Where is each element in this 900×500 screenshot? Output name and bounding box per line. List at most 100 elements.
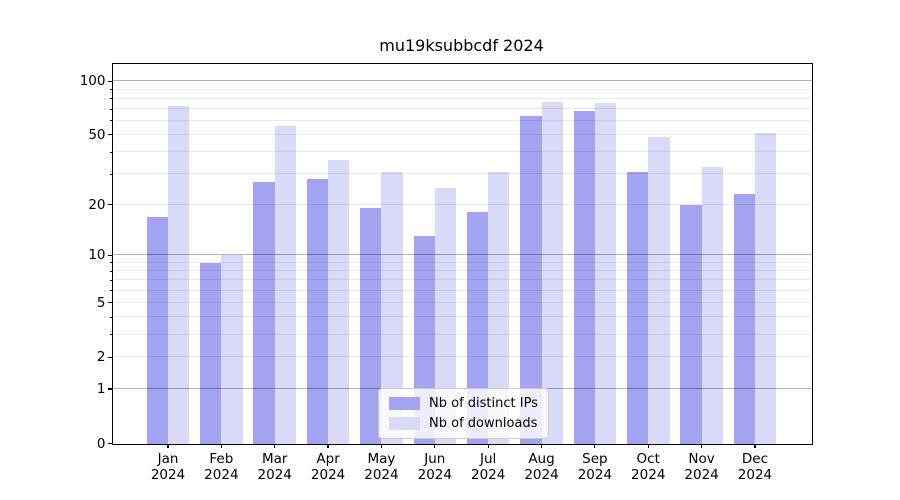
y-tick-5 (107, 302, 112, 304)
x-tick-dec (754, 443, 756, 448)
bar-feb-downloads (221, 255, 243, 444)
bar-sep-distinct-ips (573, 111, 595, 444)
x-tick-may (380, 443, 383, 448)
x-tick-jun (434, 443, 436, 448)
gridline-y-3 (113, 333, 812, 335)
x-axis-label-feb: Feb 2024 (204, 450, 239, 484)
gridline-y-100 (113, 80, 812, 82)
y-minortick-30 (109, 173, 112, 175)
bar-dec-downloads (754, 133, 777, 444)
x-axis-label-jan: Jan 2024 (150, 450, 186, 484)
y-tick-0 (107, 442, 112, 444)
y-minortick-40 (109, 151, 112, 153)
x-tick-mar (274, 443, 276, 448)
x-tick-aug (540, 443, 543, 448)
y-axis-label-50: 50 (88, 126, 106, 143)
y-minortick-70 (109, 108, 112, 110)
legend-label-ips: Nb of distinct IPs (429, 396, 538, 411)
y-minortick-8 (109, 270, 112, 272)
x-axis-label-apr: Apr 2024 (310, 450, 346, 484)
y-axis-label-1: 1 (96, 381, 106, 398)
y-minortick-9 (109, 262, 112, 264)
bar-dec-distinct-ips (733, 194, 755, 444)
gridline-y-80 (113, 97, 812, 99)
legend-item-downloads: Nb of downloads (389, 416, 538, 431)
y-tick-20 (107, 203, 112, 206)
y-tick-2 (107, 356, 112, 358)
x-axis-label-oct: Oct 2024 (631, 450, 666, 484)
bar-jun-downloads (434, 187, 457, 444)
x-tick-nov (701, 443, 703, 448)
bar-jul-downloads (488, 171, 510, 444)
gridline-y-70 (113, 108, 812, 110)
bar-feb-distinct-ips (200, 262, 222, 444)
gridline-y-5 (113, 301, 812, 303)
gridline-y-20 (113, 203, 812, 205)
gridline-y-9 (113, 261, 812, 263)
bar-may-distinct-ips (360, 208, 382, 444)
bar-nov-distinct-ips (680, 204, 702, 444)
bar-apr-distinct-ips (306, 179, 329, 444)
bar-aug-distinct-ips (520, 115, 542, 444)
y-axis-label-20: 20 (88, 196, 106, 213)
legend: Nb of distinct IPs Nb of downloads (378, 388, 549, 439)
gridline-y-2 (113, 356, 812, 358)
y-tick-1 (107, 388, 112, 390)
x-axis-label-sep: Sep 2024 (577, 450, 613, 484)
plot-area: Nb of distinct IPs Nb of downloads 0 1 2 5 1… (80, 63, 813, 483)
bar-aug-downloads (541, 101, 563, 444)
y-axis-label-0: 0 (96, 435, 106, 452)
y-tick-50 (107, 134, 112, 136)
bar-jul-distinct-ips (466, 212, 489, 444)
y-tick-100 (107, 80, 112, 82)
y-axis-label-100: 100 (79, 73, 106, 90)
gridline-y-40 (113, 151, 812, 153)
legend-item-distinct-ips: Nb of distinct IPs (389, 396, 538, 411)
legend-label-downloads: Nb of downloads (429, 416, 538, 431)
y-minortick-80 (109, 98, 112, 100)
gridline-y-10 (113, 254, 812, 256)
x-axis-label-mar: Mar 2024 (257, 450, 292, 484)
y-minortick-90 (109, 89, 112, 91)
x-tick-jan (167, 443, 169, 448)
y-axis-label-5: 5 (96, 294, 106, 311)
gridline-y-50 (113, 133, 812, 135)
gridline-y-90 (113, 88, 812, 90)
y-axis-label-2: 2 (96, 349, 106, 366)
bar-jan-distinct-ips (146, 216, 168, 444)
y-tick-10 (107, 254, 112, 256)
x-axis-label-aug: Aug 2024 (524, 450, 559, 484)
x-tick-apr (327, 443, 329, 448)
x-axis-label-jul: Jul 2024 (470, 450, 506, 484)
x-axis-label-dec: Dec 2024 (737, 450, 773, 484)
bar-nov-downloads (701, 166, 723, 444)
y-minortick-3 (109, 334, 112, 336)
bar-apr-downloads (328, 160, 350, 444)
y-minortick-4 (109, 316, 112, 318)
bar-may-downloads (381, 171, 403, 444)
bar-oct-downloads (648, 136, 670, 444)
chart-title: mu19ksubbcdf 2024 (379, 36, 544, 55)
bar-mar-distinct-ips (253, 182, 275, 444)
x-tick-oct (647, 443, 649, 448)
x-tick-sep (594, 443, 596, 448)
gridline-y-8 (113, 270, 812, 272)
bar-mar-downloads (274, 126, 297, 444)
bar-oct-distinct-ips (626, 171, 649, 444)
x-axis-label-nov: Nov 2024 (684, 450, 719, 484)
x-tick-jul (487, 443, 489, 448)
bar-jan-downloads (168, 105, 190, 444)
gridline-y-30 (113, 173, 812, 175)
y-axis-label-10: 10 (88, 247, 106, 264)
gridline-y-4 (113, 316, 812, 318)
x-axis-label-jun: Jun 2024 (417, 450, 452, 484)
gridline-y-6 (113, 289, 812, 291)
x-axis-label-may: May 2024 (364, 450, 399, 484)
legend-swatch-downloads (389, 417, 420, 430)
legend-swatch-ips (389, 397, 420, 410)
x-tick-feb (220, 443, 222, 448)
gridline-y-60 (113, 119, 812, 121)
y-minortick-6 (109, 290, 112, 292)
y-minortick-7 (109, 279, 112, 281)
